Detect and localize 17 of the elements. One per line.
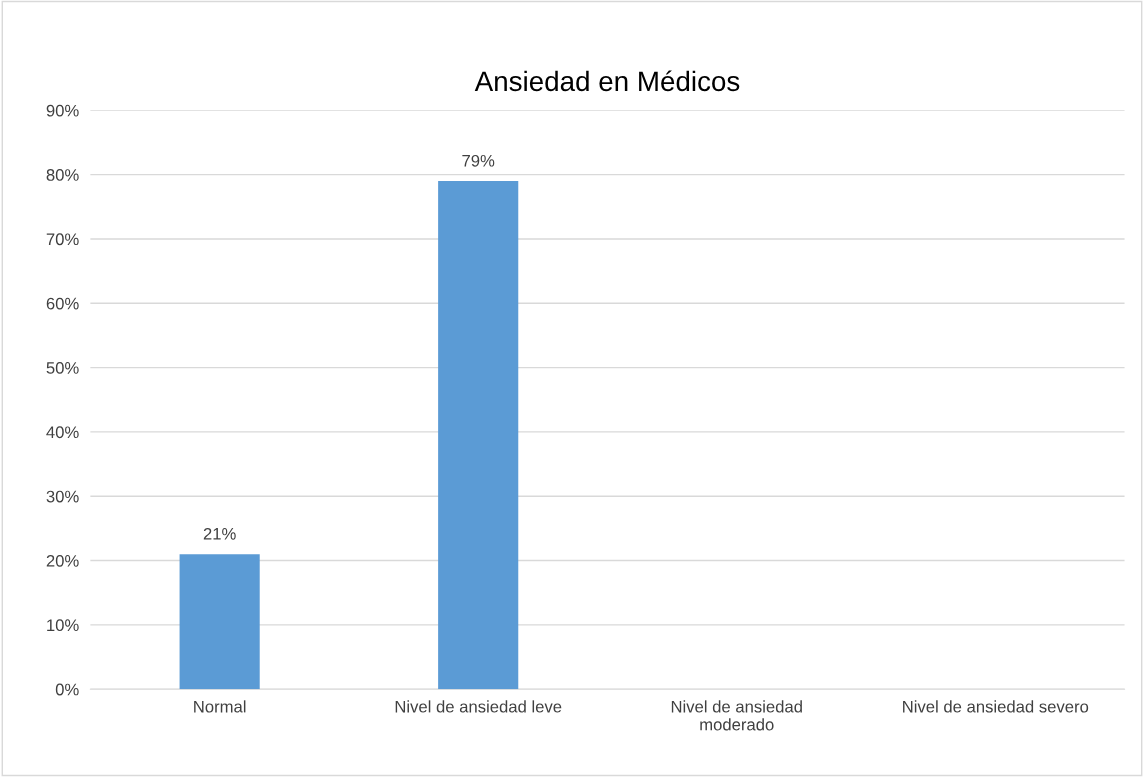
y-tick-label: 30% (46, 490, 79, 503)
data-label: 79% (462, 154, 495, 167)
y-tick-label: 60% (46, 297, 79, 310)
y-tick-label: 0% (55, 683, 79, 696)
y-tick-label: 20% (46, 554, 79, 567)
y-tick-label: 10% (47, 619, 79, 632)
x-tick-label: Nivel de ansiedad severo (903, 700, 1089, 713)
y-tick-label: 70% (46, 233, 79, 246)
x-tick-label: Nivel de ansiedad leve (395, 700, 562, 713)
x-tick-label: Nivel de ansiedad moderado (671, 700, 802, 731)
chart-title: Ansiedad en Médicos (474, 70, 740, 92)
y-tick-label: 40% (46, 426, 79, 439)
x-tick-label: Normal (194, 700, 246, 713)
data-label: 21% (203, 527, 236, 540)
y-tick-label: 50% (46, 362, 79, 374)
y-tick-label: 90% (46, 104, 79, 117)
y-tick-label: 80% (46, 169, 79, 181)
